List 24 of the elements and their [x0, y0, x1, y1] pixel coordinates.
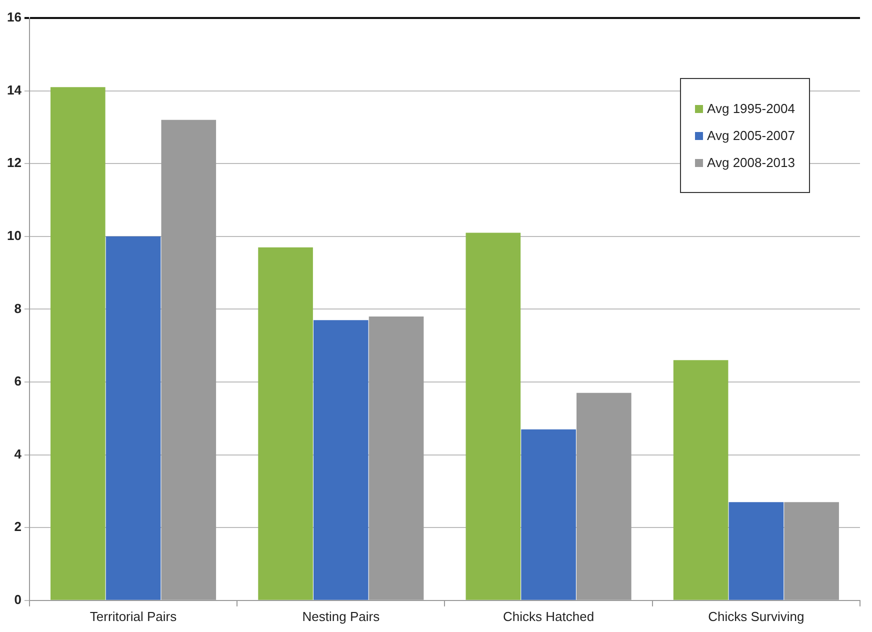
y-tick-label: 10 [6, 228, 22, 243]
bar [50, 87, 106, 600]
bar [106, 236, 161, 600]
legend-label: Avg 2008-2013 [707, 155, 795, 170]
y-tick-label: 4 [14, 446, 22, 462]
bar [728, 502, 784, 600]
bar [258, 247, 313, 600]
y-tick-label: 2 [14, 519, 22, 534]
y-tick-label: 14 [6, 82, 22, 98]
y-tick-label: 16 [6, 10, 22, 25]
y-tick-label: 0 [14, 592, 22, 607]
bar [466, 232, 521, 600]
x-tick-label: Territorial Pairs [90, 608, 178, 624]
y-tick-label: 8 [14, 300, 22, 316]
legend-label: Avg 2005-2007 [707, 128, 795, 143]
x-tick-label: Nesting Pairs [302, 608, 380, 624]
x-tick-label: Chicks Hatched [503, 608, 594, 624]
bar [673, 360, 728, 600]
bar [314, 320, 368, 600]
bar [521, 429, 576, 600]
y-tick-label: 6 [14, 374, 22, 389]
x-tick-label: Chicks Surviving [708, 608, 804, 624]
legend-label: Avg 1995-2004 [707, 101, 795, 116]
y-tick-label: 12 [6, 155, 22, 170]
